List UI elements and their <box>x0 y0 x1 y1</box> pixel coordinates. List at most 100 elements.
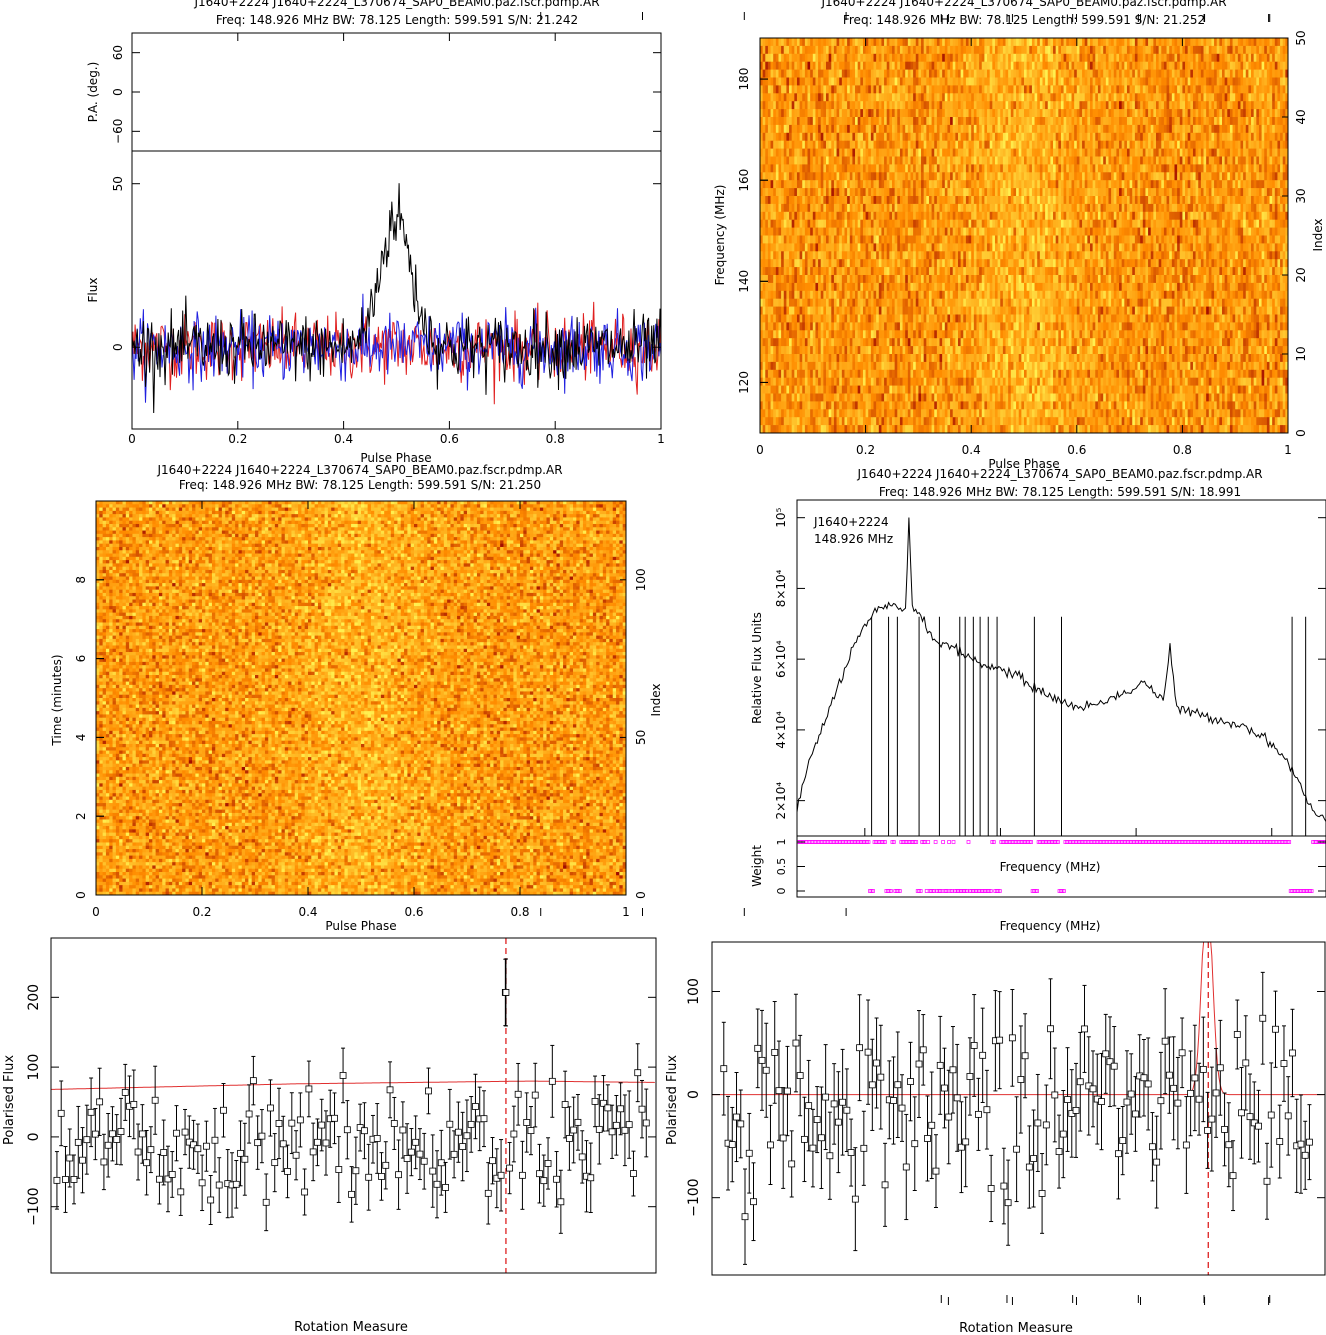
heatmap-cell <box>1132 70 1135 78</box>
heatmap-cell <box>932 93 935 101</box>
heatmap-cell <box>826 38 829 46</box>
heatmap-cell <box>794 149 797 157</box>
heatmap-cell <box>1280 78 1283 86</box>
heatmap-cell <box>1143 54 1146 62</box>
heatmap-cell <box>1225 172 1228 180</box>
heatmap-cell <box>940 62 943 70</box>
heatmap-cell <box>844 133 847 141</box>
heatmap-cell <box>1227 70 1230 78</box>
heatmap-cell <box>866 133 869 141</box>
heatmap-cell <box>765 172 768 180</box>
heatmap-cell <box>1027 101 1030 109</box>
heatmap-cell <box>1159 125 1162 133</box>
heatmap-cell <box>1098 54 1101 62</box>
heatmap-cell <box>855 54 858 62</box>
heatmap-cell <box>826 101 829 109</box>
heatmap-cell <box>874 109 877 117</box>
heatmap-cell <box>950 93 953 101</box>
heatmap-cell <box>1066 109 1069 117</box>
heatmap-cell <box>1222 157 1225 165</box>
heatmap-cell <box>1151 38 1154 46</box>
heatmap-cell <box>1085 101 1088 109</box>
heatmap-cell <box>932 85 935 93</box>
heatmap-cell <box>1243 54 1246 62</box>
heatmap-cell <box>826 46 829 54</box>
heatmap-cell <box>990 149 993 157</box>
heatmap-cell <box>1151 109 1154 117</box>
heatmap-cell <box>834 101 837 109</box>
heatmap-cell <box>1069 164 1072 172</box>
heatmap-cell <box>1079 85 1082 93</box>
heatmap-cell <box>1267 141 1270 149</box>
heatmap-cell <box>1167 109 1170 117</box>
heatmap-cell <box>1000 164 1003 172</box>
heatmap-cell <box>884 46 887 54</box>
heatmap-cell <box>874 125 877 133</box>
heatmap-cell <box>1219 141 1222 149</box>
heatmap-cell <box>958 62 961 70</box>
heatmap-cell <box>871 46 874 54</box>
heatmap-cell <box>1219 78 1222 86</box>
heatmap-cell <box>1035 125 1038 133</box>
heatmap-cell <box>813 180 816 188</box>
heatmap-cell <box>1003 141 1006 149</box>
heatmap-cell <box>1225 117 1228 125</box>
heatmap-cell <box>1061 133 1064 141</box>
heatmap-cell <box>900 62 903 70</box>
heatmap-cell <box>1011 78 1014 86</box>
heatmap-cell <box>984 70 987 78</box>
heatmap-cell <box>792 180 795 188</box>
heatmap-cell <box>831 164 834 172</box>
heatmap-cell <box>1135 117 1138 125</box>
heatmap-cell <box>1119 46 1122 54</box>
heatmap-cell <box>763 172 766 180</box>
heatmap-cell <box>1198 149 1201 157</box>
heatmap-cell <box>802 180 805 188</box>
heatmap-cell <box>1238 164 1241 172</box>
heatmap-cell <box>947 78 950 86</box>
heatmap-cell <box>1058 117 1061 125</box>
heatmap-cell <box>1000 157 1003 165</box>
heatmap-cell <box>934 93 937 101</box>
heatmap-cell <box>1130 54 1133 62</box>
heatmap-cell <box>786 164 789 172</box>
heatmap-cell <box>1267 93 1270 101</box>
heatmap-cell <box>1201 117 1204 125</box>
heatmap-cell <box>926 93 929 101</box>
heatmap-cell <box>794 78 797 86</box>
heatmap-cell <box>969 141 972 149</box>
heatmap-cell <box>789 101 792 109</box>
heatmap-cell <box>1233 78 1236 86</box>
heatmap-cell <box>1079 109 1082 117</box>
heatmap-cell <box>1058 101 1061 109</box>
heatmap-cell <box>1262 109 1265 117</box>
heatmap-cell <box>1188 101 1191 109</box>
heatmap-cell <box>979 172 982 180</box>
heatmap-cell <box>937 172 940 180</box>
heatmap-cell <box>916 133 919 141</box>
heatmap-cell <box>1264 164 1267 172</box>
heatmap-cell <box>971 54 974 62</box>
heatmap-cell <box>1201 46 1204 54</box>
heatmap-cell <box>976 172 979 180</box>
heatmap-cell <box>1101 62 1104 70</box>
heatmap-cell <box>947 157 950 165</box>
heatmap-cell <box>1053 93 1056 101</box>
heatmap-cell <box>958 164 961 172</box>
heatmap-cell <box>879 157 882 165</box>
heatmap-cell <box>910 141 913 149</box>
heatmap-cell <box>934 133 937 141</box>
heatmap-cell <box>889 46 892 54</box>
heatmap-cell <box>1106 78 1109 86</box>
heatmap-cell <box>837 62 840 70</box>
heatmap-cell <box>1130 133 1133 141</box>
y-tick-label: −60 <box>111 119 125 144</box>
heatmap-cell <box>900 157 903 165</box>
heatmap-cell <box>1272 125 1275 133</box>
heatmap-cell <box>910 38 913 46</box>
heatmap-cell <box>1013 141 1016 149</box>
heatmap-cell <box>887 180 890 188</box>
heatmap-cell <box>847 164 850 172</box>
heatmap-cell <box>934 85 937 93</box>
heatmap-cell <box>1159 70 1162 78</box>
